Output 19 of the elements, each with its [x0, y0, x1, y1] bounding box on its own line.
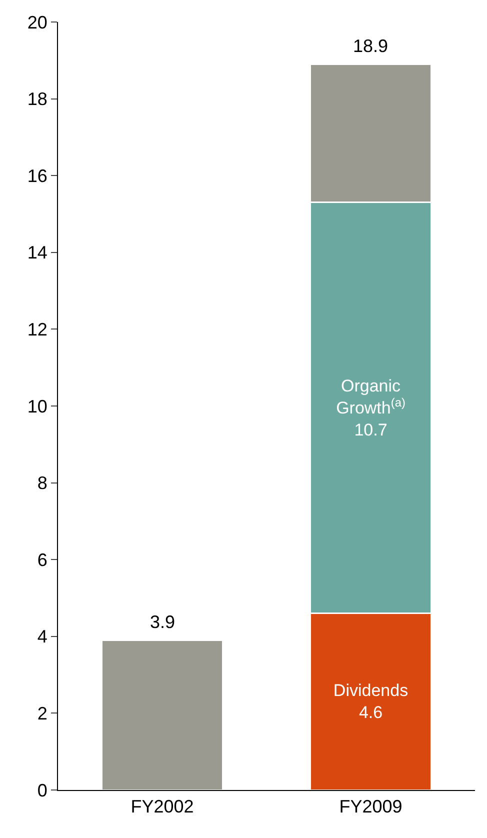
y-tick-label: 2 [37, 704, 48, 724]
y-tick-label: 8 [37, 473, 48, 494]
series-label: Organic Growth$^{(a)}$ [336, 376, 406, 418]
total-label: 18.9 [353, 36, 388, 56]
x-tick-label: FY2009 [339, 796, 402, 817]
y-tick-label: 16 [27, 166, 48, 186]
series-label: Dividends [333, 681, 408, 700]
total-label: 3.9 [150, 612, 176, 632]
y-tick-label: 18 [27, 89, 48, 110]
x-tick-label: FY2002 [130, 796, 194, 817]
y-tick-label: 0 [37, 780, 48, 800]
y-tick-label: 6 [37, 550, 48, 570]
y-tick-label: 10 [27, 396, 48, 416]
y-tick-label: 4 [37, 626, 48, 647]
y-tick-label: 20 [27, 12, 48, 32]
y-tick-label: 12 [27, 320, 48, 340]
data-label: 10.7 [354, 420, 388, 440]
y-tick-label: 14 [27, 242, 48, 263]
data-label: 4.6 [358, 703, 383, 722]
